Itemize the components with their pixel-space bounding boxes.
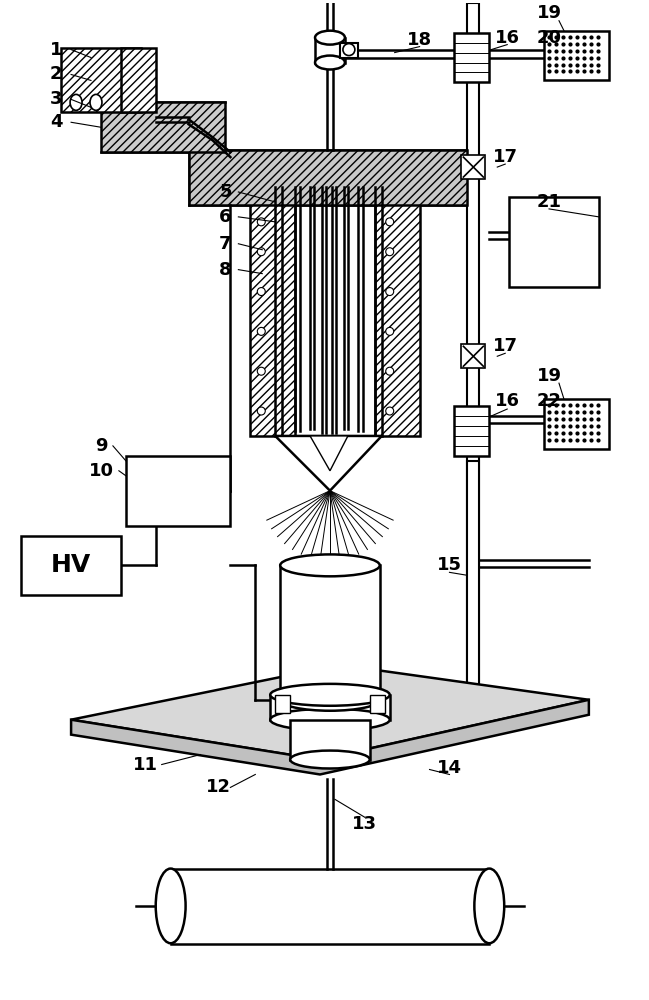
Text: 13: 13 [352, 815, 377, 833]
Text: 19: 19 [537, 367, 561, 385]
Text: 22: 22 [537, 392, 561, 410]
Text: 21: 21 [537, 193, 561, 211]
Ellipse shape [70, 94, 82, 110]
Bar [121, 48, 156, 112]
Bar [290, 720, 370, 760]
Text: 11: 11 [133, 756, 158, 774]
Text: 3: 3 [50, 90, 62, 108]
Bar [126, 456, 230, 526]
Polygon shape [71, 665, 589, 760]
Bar [509, 197, 599, 287]
Text: 10: 10 [88, 462, 114, 480]
Text: 1: 1 [50, 41, 62, 59]
Text: 15: 15 [437, 556, 462, 574]
Ellipse shape [270, 709, 389, 731]
Ellipse shape [290, 751, 370, 768]
Text: 18: 18 [407, 31, 432, 49]
Ellipse shape [280, 689, 380, 711]
Text: 19: 19 [537, 4, 561, 22]
Text: 14: 14 [437, 759, 462, 777]
Polygon shape [71, 700, 589, 774]
Bar [461, 344, 485, 368]
Bar [171, 869, 489, 944]
Bar [454, 406, 489, 456]
Bar [189, 150, 467, 205]
Ellipse shape [257, 218, 265, 226]
Ellipse shape [257, 288, 265, 296]
Ellipse shape [257, 248, 265, 256]
Bar [340, 43, 358, 58]
Ellipse shape [343, 44, 355, 56]
Ellipse shape [386, 407, 394, 415]
Ellipse shape [386, 218, 394, 226]
Ellipse shape [386, 327, 394, 335]
Ellipse shape [315, 56, 345, 70]
Bar [21, 536, 121, 595]
Bar [544, 399, 609, 449]
Ellipse shape [257, 327, 265, 335]
Ellipse shape [386, 288, 394, 296]
Bar [370, 695, 385, 713]
Bar [374, 202, 420, 436]
Text: HV: HV [51, 553, 92, 577]
Text: 6: 6 [219, 208, 232, 226]
Polygon shape [310, 436, 348, 471]
Ellipse shape [270, 684, 389, 706]
Bar [467, 461, 480, 710]
Bar [544, 31, 609, 80]
Text: 17: 17 [493, 337, 518, 355]
Text: 20: 20 [537, 29, 561, 47]
Text: 8: 8 [219, 261, 232, 279]
Ellipse shape [315, 31, 345, 45]
Ellipse shape [90, 94, 102, 110]
Ellipse shape [156, 869, 186, 943]
Bar [101, 102, 225, 152]
Text: 2: 2 [50, 65, 62, 83]
Bar [275, 695, 290, 713]
Text: 12: 12 [206, 778, 231, 796]
Text: 16: 16 [495, 392, 520, 410]
Text: 4: 4 [50, 113, 62, 131]
Text: 5: 5 [219, 183, 232, 201]
Ellipse shape [280, 554, 380, 576]
Bar [454, 33, 489, 82]
Ellipse shape [257, 367, 265, 375]
Text: 7: 7 [219, 235, 232, 253]
Bar [461, 155, 485, 179]
Text: 16: 16 [495, 29, 520, 47]
Polygon shape [275, 436, 382, 491]
Bar [251, 202, 295, 436]
Ellipse shape [386, 248, 394, 256]
Bar [315, 38, 345, 63]
Bar [280, 565, 380, 700]
Bar [61, 48, 141, 112]
Bar [270, 695, 389, 720]
Ellipse shape [386, 367, 394, 375]
Text: 9: 9 [95, 437, 107, 455]
Ellipse shape [474, 869, 504, 943]
Ellipse shape [257, 407, 265, 415]
Bar [467, 3, 480, 700]
Text: 17: 17 [493, 148, 518, 166]
